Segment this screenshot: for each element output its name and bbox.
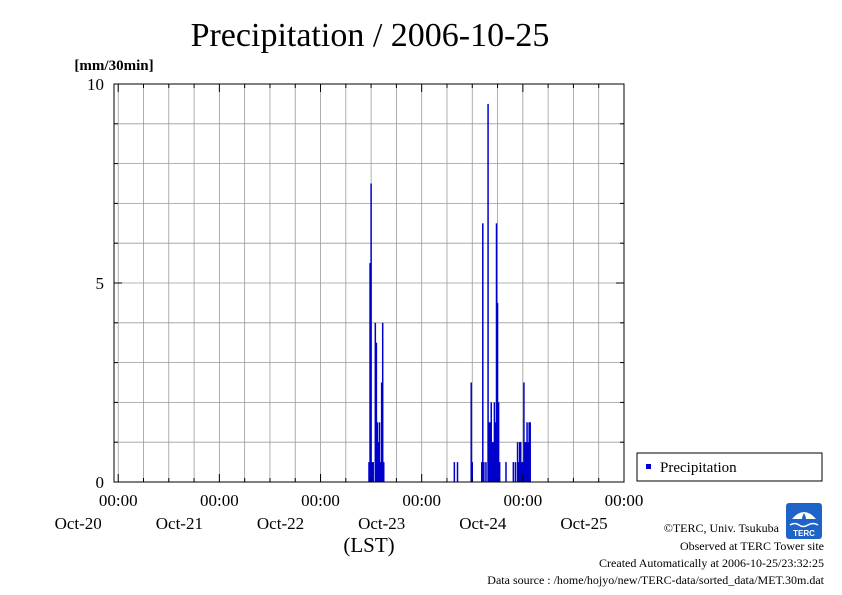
precipitation-bar: [529, 422, 531, 482]
credit-created-at: Created Automatically at 2006-10-25/23:3…: [599, 556, 824, 570]
precipitation-bar: [369, 263, 371, 482]
credit-copyright: ©TERC, Univ. Tsukuba: [663, 521, 779, 535]
precipitation-bar: [375, 342, 378, 482]
y-axis-unit-label: [mm/30min]: [74, 58, 153, 74]
precipitation-bar: [522, 462, 524, 482]
precipitation-bar: [498, 462, 501, 482]
precipitation-bar: [370, 183, 372, 482]
precipitation-bar: [453, 462, 456, 482]
y-tick-label: 5: [96, 274, 105, 293]
x-tick-date-label: Oct-25: [560, 514, 607, 533]
precipitation-bar: [483, 462, 485, 482]
precipitation-bar: [379, 462, 382, 482]
precipitation-bar: [377, 442, 380, 482]
y-tick-label: 0: [96, 473, 105, 492]
precipitation-bar: [368, 462, 370, 482]
precipitation-bar: [480, 462, 483, 482]
chart-title: Precipitation / 2006-10-25: [191, 17, 550, 54]
terc-logo: TERC: [786, 503, 822, 539]
precipitation-bar: [514, 462, 517, 482]
precipitation-bar: [380, 382, 383, 482]
precipitation-bars: [368, 103, 531, 483]
precipitation-bar: [374, 322, 377, 482]
precipitation-bar: [489, 422, 491, 482]
precipitation-bar: [526, 422, 528, 482]
legend-label: Precipitation: [660, 460, 737, 476]
precipitation-bar: [496, 302, 499, 482]
x-tick-date-label: Oct-24: [459, 514, 507, 533]
precipitation-bar: [517, 462, 520, 482]
x-tick-time-label: 00:00: [605, 491, 644, 510]
x-tick-date-label: Oct-20: [55, 514, 102, 533]
precipitation-bar: [378, 422, 381, 482]
x-tick-time-label: 00:00: [402, 491, 441, 510]
x-tick-date-label: Oct-22: [257, 514, 304, 533]
precipitation-bar: [495, 223, 498, 483]
precipitation-bar: [488, 422, 490, 482]
precipitation-bar: [371, 462, 373, 482]
precipitation-bar: [470, 382, 472, 482]
x-tick-time-label: 00:00: [200, 491, 239, 510]
x-tick-time-label: 00:00: [503, 491, 542, 510]
x-tick-date-label: Oct-23: [358, 514, 405, 533]
precipitation-bar: [487, 103, 489, 483]
precipitation-bar: [376, 422, 379, 482]
x-tick-time-label: 00:00: [99, 491, 138, 510]
precipitation-bar: [527, 442, 529, 482]
precipitation-bar: [494, 422, 497, 482]
y-axis-ticks: 0 5 10: [87, 75, 624, 492]
logo-text: TERC: [793, 529, 815, 538]
precipitation-bar: [381, 322, 384, 482]
precipitation-bar: [497, 402, 500, 482]
y-tick-label: 10: [87, 75, 104, 94]
precipitation-bar: [383, 462, 385, 482]
precipitation-bar: [518, 442, 521, 482]
precipitation-bar: [491, 442, 494, 482]
precipitation-bar: [519, 442, 522, 482]
precipitation-bar: [524, 442, 526, 482]
precipitation-bar: [493, 402, 496, 482]
credit-data-source: Data source : /home/hojyo/new/TERC-data/…: [487, 573, 824, 587]
x-axis-label: (LST): [343, 533, 394, 557]
legend-swatch: [646, 464, 651, 469]
precipitation-bar: [492, 442, 495, 482]
precipitation-bar: [512, 462, 515, 482]
precipitation-bar: [456, 462, 459, 482]
x-tick-time-label: 00:00: [301, 491, 340, 510]
precipitation-bar: [528, 422, 530, 482]
precipitation-bar: [372, 462, 374, 482]
credit-observed-at: Observed at TERC Tower site: [679, 539, 824, 553]
x-tick-date-label: Oct-21: [156, 514, 203, 533]
legend: Precipitation: [636, 452, 823, 482]
legend-box: [636, 452, 823, 482]
precipitation-bar: [523, 382, 525, 482]
precipitation-bar: [525, 442, 527, 482]
precipitation-bar: [505, 462, 507, 482]
precipitation-bar: [471, 462, 474, 482]
precipitation-bar: [482, 223, 484, 483]
precipitation-bar: [516, 442, 519, 482]
precipitation-bar: [485, 462, 487, 482]
x-axis-ticks: 00:00 Oct-20 00:00 Oct-21 00:00 Oct-22 00:00 Oc…: [55, 84, 644, 533]
grid-lines: [114, 84, 624, 482]
precipitation-bar: [490, 402, 492, 482]
precipitation-bar: [521, 462, 523, 482]
